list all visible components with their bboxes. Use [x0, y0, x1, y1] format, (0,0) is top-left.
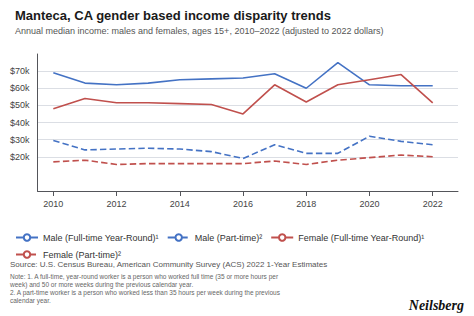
- svg-text:$30k: $30k: [10, 135, 30, 145]
- svg-text:2020: 2020: [359, 199, 379, 209]
- svg-text:2010: 2010: [43, 199, 63, 209]
- svg-text:$60k: $60k: [10, 83, 30, 93]
- svg-text:2014: 2014: [170, 199, 190, 209]
- svg-text:Manteca, CA gender based incom: Manteca, CA gender based income disparit…: [15, 8, 331, 23]
- svg-text:Male (Full-time Year-Round)¹: Male (Full-time Year-Round)¹: [43, 233, 159, 243]
- svg-text:$70k: $70k: [10, 66, 30, 76]
- svg-text:Annual median income: males an: Annual median income: males and females,…: [15, 26, 384, 36]
- svg-text:2018: 2018: [296, 199, 316, 209]
- svg-text:$20k: $20k: [10, 152, 30, 162]
- svg-text:Male (Part-time)²: Male (Part-time)²: [195, 233, 263, 243]
- svg-text:week) and 50 or more weeks dur: week) and 50 or more weeks during the pr…: [9, 281, 193, 289]
- svg-text:Neilsberg: Neilsberg: [408, 298, 464, 313]
- svg-text:$50k: $50k: [10, 100, 30, 110]
- svg-text:2022: 2022: [423, 199, 443, 209]
- svg-text:$40k: $40k: [10, 118, 30, 128]
- svg-text:Female (Full-time Year-Round)¹: Female (Full-time Year-Round)¹: [298, 233, 424, 243]
- svg-text:Note: 1. A full-time, year-rou: Note: 1. A full-time, year-round worker …: [10, 273, 280, 281]
- svg-text:2016: 2016: [233, 199, 253, 209]
- svg-text:Female (Part-time)²: Female (Part-time)²: [43, 250, 121, 260]
- svg-text:2. A part-time worker is a per: 2. A part-time worker is a person who wo…: [10, 289, 282, 297]
- svg-text:calendar year.: calendar year.: [10, 297, 51, 305]
- svg-text:2012: 2012: [107, 199, 127, 209]
- svg-text:Source: U.S. Census Bureau, Am: Source: U.S. Census Bureau, American Com…: [10, 260, 327, 269]
